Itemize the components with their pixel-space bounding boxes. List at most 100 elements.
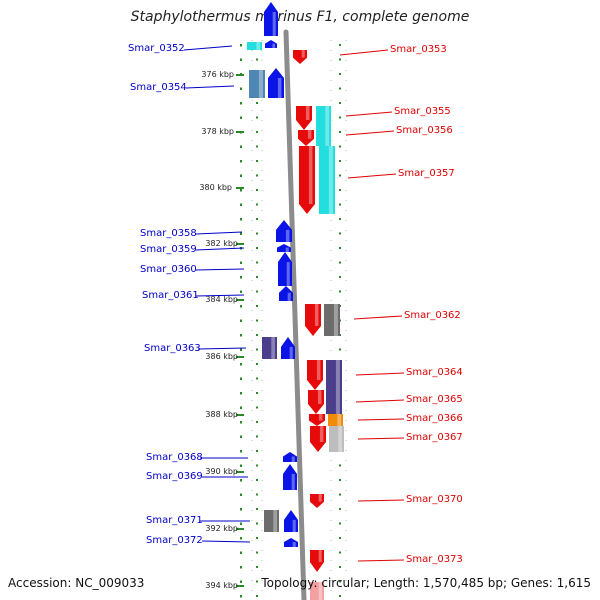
scale-dot — [240, 363, 242, 366]
scale-dot — [256, 131, 258, 133]
scale-tick-label: 394 kbp — [205, 581, 238, 590]
scale-tick-label: 384 kbp — [205, 295, 238, 304]
scale-dot — [339, 595, 341, 597]
scale-dot — [256, 421, 258, 423]
gene-arrow-shade — [301, 50, 305, 58]
scale-dot — [240, 102, 242, 105]
gene-label[interactable]: Smar_0355 — [394, 106, 451, 117]
scale-dot — [240, 377, 242, 380]
accession-text: Accession: NC_009033 — [8, 576, 145, 590]
scale-dot — [339, 44, 341, 46]
gene-label[interactable]: Smar_0352 — [128, 43, 185, 54]
gene-label[interactable]: Smar_0364 — [406, 367, 463, 378]
gene-bar-shade — [335, 360, 340, 414]
gene-label[interactable]: Smar_0360 — [140, 264, 197, 275]
gene-arrow — [276, 220, 292, 242]
scale-dot — [256, 450, 258, 452]
scale-dot — [256, 406, 258, 409]
scale-dot — [240, 116, 242, 119]
gene-label[interactable]: Smar_0356 — [396, 125, 453, 136]
gene-arrow-shade — [308, 146, 313, 204]
gene-label[interactable]: Smar_0357 — [398, 168, 455, 179]
scale-dot — [339, 551, 341, 554]
scale-tick-label: 392 kbp — [205, 524, 238, 533]
gene-label[interactable]: Smar_0366 — [406, 413, 463, 424]
gene-label[interactable]: Smar_0353 — [390, 44, 447, 55]
gene-label[interactable]: Smar_0367 — [406, 432, 463, 443]
gene-label[interactable]: Smar_0370 — [406, 494, 463, 505]
scale-dot — [339, 102, 341, 104]
gene-label[interactable]: Smar_0361 — [142, 290, 199, 301]
scale-dot — [256, 290, 258, 293]
gene-label[interactable]: Smar_0358 — [140, 228, 197, 239]
gene-label[interactable]: Smar_0368 — [146, 452, 203, 463]
scale-dot — [256, 377, 258, 380]
scale-tick-label: 382 kbp — [205, 239, 238, 248]
gene-arrow-shade — [317, 390, 322, 404]
gene-bar — [316, 106, 331, 146]
gene-bar — [262, 337, 277, 359]
gene-arrow-shade — [277, 78, 282, 98]
gene-label[interactable]: Smar_0372 — [146, 535, 203, 546]
scale-tick-mark — [236, 243, 244, 245]
leader-line — [357, 499, 405, 502]
gene-arrow — [268, 68, 284, 98]
gene-bar — [310, 582, 324, 600]
gene-arrow — [283, 452, 297, 462]
scale-dot — [256, 479, 258, 481]
gene-bar — [329, 426, 344, 452]
leader-line — [347, 173, 397, 179]
gene-arrow — [309, 414, 325, 426]
gene-arrow-shade — [316, 360, 321, 380]
scale-dot — [256, 160, 258, 162]
gene-label[interactable]: Smar_0373 — [406, 554, 463, 565]
scale-tick-mark — [236, 187, 244, 189]
gene-arrow — [284, 538, 298, 547]
scale-dot — [256, 392, 258, 394]
gene-label[interactable]: Smar_0362 — [404, 310, 461, 321]
scale-tick-mark — [236, 299, 244, 301]
scale-dot — [339, 537, 341, 539]
leader-line — [355, 372, 405, 376]
leader-line — [339, 49, 389, 56]
gene-arrow — [284, 510, 298, 532]
leader-line — [195, 268, 245, 271]
gene-label[interactable]: Smar_0365 — [406, 394, 463, 405]
gene-arrow — [278, 252, 292, 286]
scale-dot — [339, 73, 341, 75]
gene-arrow-shade — [318, 550, 322, 563]
scale-tick-mark — [236, 528, 244, 530]
scale-dot — [256, 102, 258, 104]
scale-dot — [339, 174, 341, 177]
gene-label[interactable]: Smar_0359 — [140, 244, 197, 255]
scale-dot — [256, 566, 258, 568]
gene-bar-shade — [337, 414, 342, 426]
gene-arrow-shade — [305, 106, 310, 120]
gene-label[interactable]: Smar_0371 — [146, 515, 203, 526]
scale-dot — [240, 348, 242, 351]
scale-tick-label: 376 kbp — [201, 70, 234, 79]
gene-bar-shade — [256, 42, 261, 50]
gene-label[interactable]: Smar_0363 — [144, 343, 201, 354]
scale-dot — [240, 261, 242, 264]
scale-dot — [240, 160, 242, 163]
gene-label[interactable]: Smar_0354 — [130, 82, 187, 93]
leader-line — [195, 231, 243, 235]
scale-dot — [240, 551, 242, 554]
genome-summary-text: Topology: circular; Length: 1,570,485 bp… — [261, 576, 591, 590]
scale-dot — [339, 348, 341, 351]
leader-line — [355, 399, 405, 403]
leader-line — [197, 347, 247, 350]
scale-dot — [240, 203, 242, 206]
scale-dot — [240, 189, 242, 192]
gene-arrow — [305, 304, 321, 336]
gene-arrow — [298, 130, 314, 146]
leader-line — [357, 418, 405, 421]
gene-label[interactable]: Smar_0369 — [146, 471, 203, 482]
scale-dot — [256, 261, 258, 264]
scale-dot — [339, 276, 341, 278]
scale-dot — [339, 116, 341, 119]
gene-arrow-shade — [314, 304, 319, 326]
scale-dot — [256, 319, 258, 322]
